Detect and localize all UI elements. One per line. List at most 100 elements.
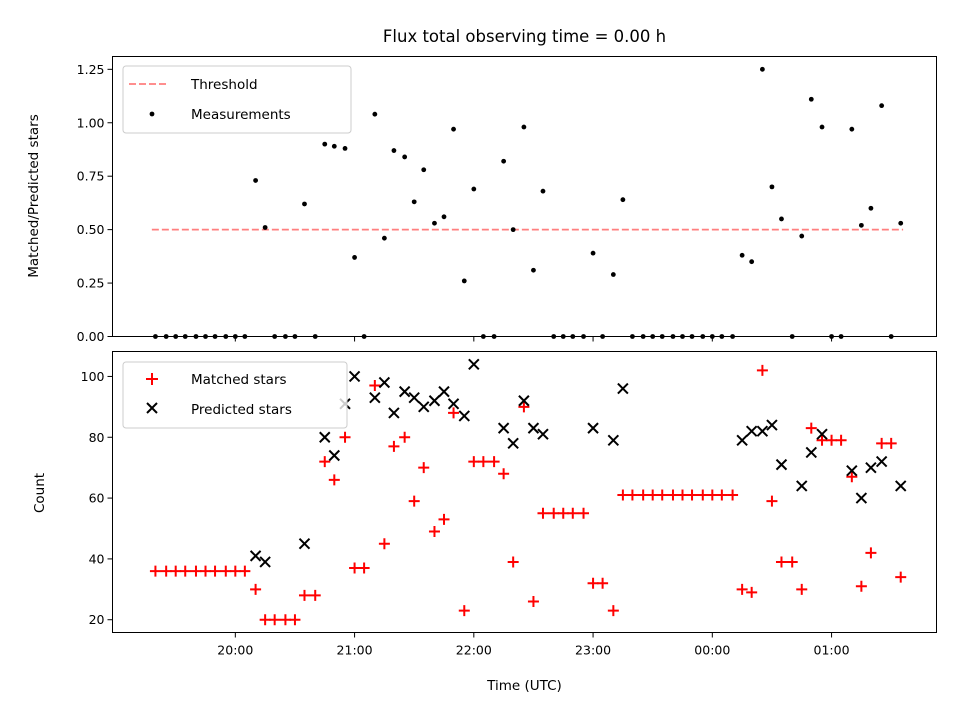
bottom-chart-axes: 20:00 21:00 22:00 23:00 00:00 01:00 20 40 60 80 10… [32,351,937,694]
matched-star-point [826,434,838,446]
matched-star-point [220,565,232,577]
bottom-y-tick-label: 60 [89,491,105,506]
predicted-star-point [328,449,341,462]
matched-star-point [617,489,629,501]
predicted-star-point [805,446,817,459]
measurement-point [739,252,745,258]
matched-star-point [250,583,262,595]
predicted-star-point [766,419,778,431]
matched-star-point [557,507,569,519]
matched-star-point [895,571,907,583]
predicted-star-point [537,428,549,440]
measurement-point [799,233,805,239]
predicted-star-point [775,458,788,471]
top-chart-frame [112,56,937,337]
top-y-tick-label: 0.25 [77,276,105,291]
matched-star-point [706,489,718,501]
top-y-tick-label: 1.25 [77,62,105,77]
predicted-star-point [617,382,629,395]
bottom-chart-ticks: 20:00 21:00 22:00 23:00 00:00 01:00 20 40 60 80 10… [81,369,850,658]
matched-star-point [339,431,351,443]
matched-star-point [428,526,440,538]
predicted-star-point [398,385,411,398]
bottom-y-tick-label: 100 [81,369,105,384]
measurement-point [501,158,507,164]
matched-star-point [805,422,817,434]
top-chart-ticks: 0.00 0.25 0.50 0.75 1.00 1.25 [77,62,833,344]
measurement-point [322,141,328,147]
measurement-point [421,167,427,173]
top-y-tick-label: 0.00 [77,329,105,344]
matched-star-point [507,556,519,568]
predicted-star-point [458,410,470,422]
measurement-point [879,103,885,109]
measurement-point [411,199,417,205]
predicted-star-point [865,461,877,474]
bottom-chart-frame [112,351,937,633]
measurement-point [749,259,755,265]
predicted-star-point [418,401,430,413]
predicted-star-point [527,422,540,434]
matched-star-point [498,468,510,480]
predicted-star-point [468,358,480,370]
predicted-star-point [348,370,361,383]
top-legend-measurements-swatch [149,111,155,117]
predicted-star-point [319,431,331,443]
matched-star-point [727,489,739,501]
matched-star-point [736,583,748,595]
predicted-star-point [895,480,907,492]
measurement-point [372,111,378,117]
matched-star-point [468,456,480,468]
predicted-star-point [875,455,888,468]
measurement-point [391,148,397,153]
measurement-point [510,227,516,233]
measurement-point [858,222,864,228]
predicted-star-point [408,392,420,404]
matched-star-point [607,605,619,617]
bottom-y-tick-label: 80 [89,430,105,445]
top-y-tick-label: 1.00 [77,115,105,130]
matched-star-point [289,614,301,626]
matched-star-point [448,407,460,419]
matched-star-point [885,437,897,449]
matched-star-point [298,589,310,601]
bottom-chart-marks [149,358,907,626]
matched-star-point [458,605,470,617]
measurement-point [868,205,874,211]
predicted-star-point [816,428,828,440]
matched-star-point [548,507,560,519]
measurement-point [331,143,337,149]
predicted-star-point [796,480,808,492]
matched-star-point [626,489,638,501]
bottom-legend-matched-label: Matched stars [191,372,287,388]
measurement-point [898,220,904,226]
measurement-point [610,272,616,277]
measurement-point [262,225,268,230]
matched-star-point [716,489,728,501]
predicted-star-point [607,434,620,447]
bottom-legend-matched-swatch [146,373,158,385]
matched-star-point [209,565,221,577]
top-chart-title: Flux total observing time = 0.00 h [383,27,666,46]
matched-star-point [477,456,489,468]
measurement-point [461,278,467,284]
predicted-star-point [249,550,262,562]
predicted-star-point [736,434,748,447]
matched-star-point [637,489,649,501]
matched-star-point [578,507,590,519]
top-y-tick-label: 0.75 [77,169,105,184]
predicted-star-point [298,537,311,550]
measurement-point [451,126,456,132]
matched-star-point [677,489,689,501]
matched-star-point [170,565,182,577]
top-legend-measurements-label: Measurements [191,107,291,123]
matched-star-point [438,513,450,525]
matched-star-point [408,495,420,507]
measurement-point [402,154,408,160]
predicted-star-point [369,392,381,404]
matched-star-point [309,589,321,601]
matched-star-point [597,577,609,589]
top-y-tick-label: 0.50 [77,222,105,237]
matched-star-point [667,489,679,501]
